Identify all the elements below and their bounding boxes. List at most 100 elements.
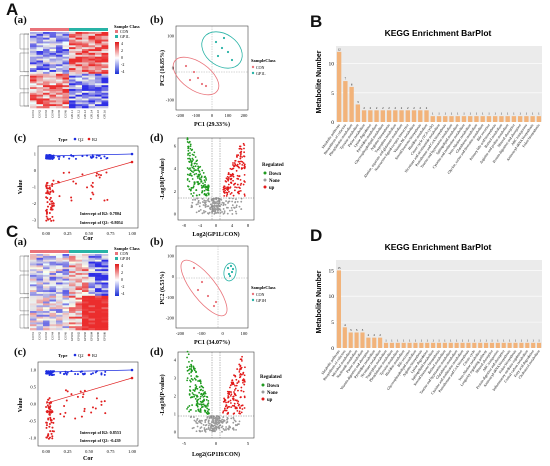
- heatmap-cell: [95, 280, 102, 283]
- perm-q2-point: [95, 156, 98, 159]
- heatmap-cell: [75, 282, 83, 285]
- heatmap-cell: [36, 75, 44, 78]
- heatmap-cell: [75, 92, 83, 95]
- heatmap-cell: [69, 301, 76, 304]
- heatmap-cell: [43, 49, 50, 52]
- volcano-point: [196, 419, 198, 421]
- heatmap-cell: [49, 73, 57, 76]
- pca-c-ylabel: PC2 (6.53%): [159, 272, 166, 305]
- heatmap-cell: [30, 71, 37, 75]
- class-bar-cell: [30, 28, 37, 31]
- volcano-point: [221, 211, 223, 213]
- heatmap-cell: [36, 282, 44, 285]
- volcano-point: [186, 179, 189, 181]
- perm-q2-point: [81, 155, 84, 158]
- volcano-point: [238, 363, 241, 366]
- heatmap-cell: [62, 286, 70, 289]
- volcano-point: [192, 171, 195, 174]
- heatmap-cell: [49, 85, 57, 88]
- kegg-bar: [525, 342, 530, 348]
- perm-r2-point: [45, 436, 48, 439]
- class-bar-cell: [95, 28, 102, 31]
- heatmap-cell: [62, 301, 70, 304]
- heatmap-cell: [56, 89, 63, 92]
- heatmap-cell: [30, 96, 37, 99]
- heatmap-cell: [36, 90, 44, 94]
- heatmap-cell: [82, 79, 89, 82]
- volcano-point: [240, 389, 243, 392]
- heatmap-cell: [30, 305, 37, 308]
- heatmap-cell: [43, 297, 50, 300]
- class-bar-cell: [49, 28, 56, 31]
- heatmap-cell: [56, 94, 63, 97]
- heatmap-cell: [43, 292, 50, 295]
- volcano-point: [191, 378, 194, 381]
- volcano-point: [192, 198, 194, 201]
- perm-q2-point: [72, 155, 75, 158]
- volcano-point: [203, 193, 206, 196]
- volcano-point: [215, 212, 218, 214]
- volcano-point: [193, 389, 196, 392]
- kegg-bar-value: 1: [501, 112, 503, 116]
- heatmap-cell: [101, 326, 109, 329]
- heatmap-cell: [75, 288, 83, 291]
- heatmap-cell: [95, 58, 102, 61]
- perm-q2-point: [90, 373, 93, 376]
- heatmap-cell: [56, 271, 63, 274]
- volcano-point: [240, 386, 243, 389]
- heatmap-cell: [56, 47, 63, 50]
- heatmap-cell: [95, 261, 102, 264]
- volcano-point: [221, 201, 224, 204]
- heatmap-c-scale-2: 2: [121, 270, 123, 275]
- volcano-y-tick: 1: [174, 412, 176, 417]
- volcano-point: [195, 385, 198, 388]
- kegg-bar-value: 2: [388, 106, 390, 110]
- heatmap-cell: [88, 39, 96, 42]
- perm-x-tick: 0.50: [85, 231, 94, 236]
- heatmap-cell: [101, 41, 109, 44]
- pca-point: [226, 50, 230, 54]
- heatmap-cell: [49, 70, 57, 73]
- perm-r2-point: [70, 196, 73, 199]
- perm-r2-point: [45, 426, 48, 429]
- volcano-point: [188, 410, 191, 413]
- perm-q2-point: [48, 372, 51, 375]
- dendrogram-branch: [27, 255, 29, 329]
- heatmap-cell: [82, 100, 89, 103]
- heatmap-cell: [82, 292, 89, 295]
- pca-point: [188, 78, 192, 82]
- volcano-point: [238, 205, 241, 208]
- pca-point: [214, 300, 218, 304]
- heatmap-cell: [56, 301, 63, 304]
- perm-q2-point: [58, 157, 61, 160]
- perm-r2-point: [45, 219, 48, 222]
- heatmap-cell: [95, 271, 102, 274]
- volcano-point: [207, 422, 210, 424]
- heatmap-cell: [43, 312, 50, 316]
- perm-r2-point: [45, 421, 48, 424]
- kegg-bar: [517, 116, 523, 122]
- heatmap-cell: [82, 312, 89, 316]
- volcano-point: [228, 197, 231, 200]
- heatmap-cell: [88, 35, 96, 38]
- heatmap-cell: [43, 311, 50, 314]
- volcano-point: [199, 411, 202, 413]
- perm-q2-point: [70, 370, 73, 373]
- volcano-point: [236, 154, 238, 157]
- heatmap-cell: [43, 56, 50, 59]
- perm-c-q2-text: Intercept of Q2: -0.439: [80, 438, 121, 443]
- heatmap-cell: [101, 83, 109, 86]
- heatmap-cell: [30, 254, 37, 257]
- perm-c-r2-text: Intercept of R2: 0.8553: [80, 430, 121, 435]
- heatmap-cell: [75, 299, 83, 302]
- heatmap-cell: [30, 297, 37, 300]
- heatmap-cell: [101, 106, 109, 109]
- heatmap-cell: [101, 49, 109, 52]
- volcano-point: [222, 427, 225, 430]
- heatmap-cell: [101, 104, 109, 107]
- heatmap-cell: [95, 276, 102, 279]
- kegg-bar: [448, 342, 453, 348]
- heatmap-cell: [95, 66, 102, 69]
- heatmap-cell: [101, 320, 109, 323]
